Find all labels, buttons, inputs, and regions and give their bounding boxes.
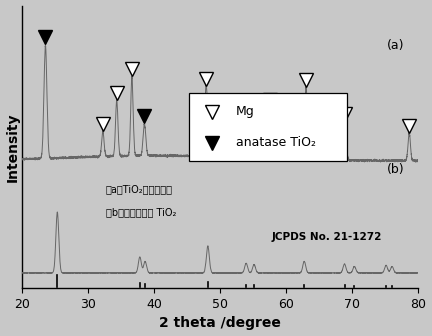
Text: Mg: Mg: [236, 105, 255, 118]
Text: （a）TiO₂涂层镁合金: （a）TiO₂涂层镁合金: [105, 184, 172, 194]
FancyBboxPatch shape: [189, 93, 347, 161]
X-axis label: 2 theta /degree: 2 theta /degree: [159, 317, 281, 330]
Text: (a): (a): [387, 39, 405, 52]
Text: anatase TiO₂: anatase TiO₂: [236, 136, 316, 149]
Text: (b): (b): [387, 163, 405, 176]
Text: JCPDS No. 21-1272: JCPDS No. 21-1272: [272, 232, 382, 242]
Text: （b）单独收集的 TiO₂: （b）单独收集的 TiO₂: [105, 207, 176, 217]
Y-axis label: Intensity: Intensity: [6, 112, 19, 182]
